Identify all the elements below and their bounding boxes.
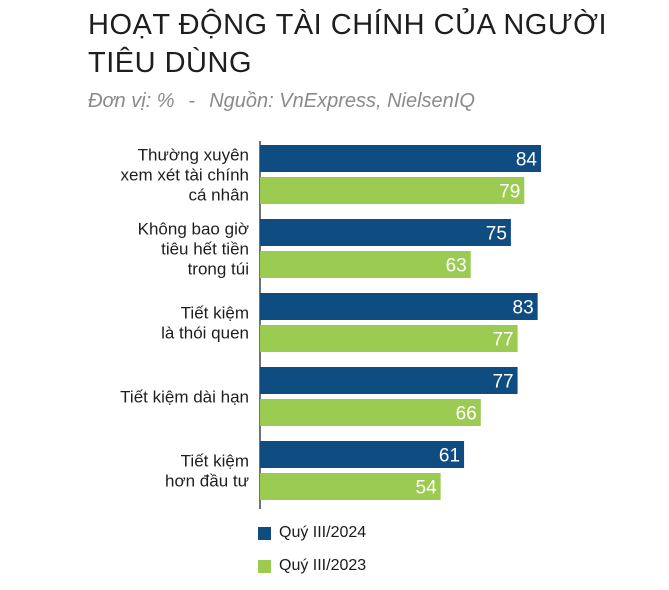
chart-title: HOẠT ĐỘNG TÀI CHÍNH CỦA NGƯỜI TIÊU DÙNG <box>88 9 608 79</box>
bar-never-spend-all-2023 <box>260 251 471 278</box>
category-label-never-spend-all: Không bao giờ <box>138 220 249 239</box>
category-label-review-finances: xem xét tài chính <box>120 166 249 185</box>
data-label-long-term-saving-2024: 77 <box>492 372 513 393</box>
data-label-long-term-saving-2023: 66 <box>456 404 477 425</box>
bar-review-finances-2023 <box>260 177 525 204</box>
bar-long-term-saving-2023 <box>260 399 481 426</box>
bar-saving-habit-2024 <box>260 293 538 320</box>
category-label-saving-over-investing: hơn đầu tư <box>165 472 249 491</box>
category-label-saving-habit: Tiết kiệm <box>181 304 249 323</box>
bar-saving-over-investing-2023 <box>260 473 441 500</box>
source-label: Nguồn: VnExpress, NielsenIQ <box>209 90 475 112</box>
unit-label: Đơn vị: % <box>88 90 175 112</box>
data-label-review-finances-2023: 79 <box>499 182 520 203</box>
data-label-never-spend-all-2023: 63 <box>446 256 467 277</box>
bar-never-spend-all-2024 <box>260 219 511 246</box>
data-label-review-finances-2024: 84 <box>516 150 538 171</box>
legend: Quý III/2024 Quý III/2023 <box>258 524 366 590</box>
legend-item-2023: Quý III/2023 <box>258 557 366 575</box>
legend-label-2024: Quý III/2024 <box>279 524 367 541</box>
bar-long-term-saving-2024 <box>260 367 518 394</box>
bar-review-finances-2024 <box>260 145 541 172</box>
legend-swatch-2024 <box>258 526 271 540</box>
category-label-saving-habit: là thói quen <box>161 324 249 343</box>
data-label-saving-habit-2024: 83 <box>513 298 534 319</box>
category-label-review-finances: Thường xuyên <box>138 146 249 165</box>
data-label-saving-over-investing-2024: 61 <box>439 446 460 467</box>
category-label-saving-over-investing: Tiết kiệm <box>181 452 249 471</box>
category-label-never-spend-all: trong túi <box>188 260 249 279</box>
bar-saving-habit-2023 <box>260 325 518 352</box>
legend-swatch-2023 <box>258 559 271 573</box>
data-label-saving-over-investing-2023: 54 <box>416 478 438 499</box>
data-label-saving-habit-2023: 77 <box>492 330 513 351</box>
category-label-review-finances: cá nhân <box>189 186 250 205</box>
category-label-long-term-saving: Tiết kiệm dài hạn <box>120 388 249 407</box>
data-label-never-spend-all-2024: 75 <box>486 224 507 245</box>
legend-label-2023: Quý III/2023 <box>279 557 367 574</box>
subtitle-separator: - <box>188 90 196 112</box>
category-label-never-spend-all: tiêu hết tiền <box>161 240 249 259</box>
chart-subtitle: Đơn vị: % - Nguồn: VnExpress, NielsenIQ <box>88 90 475 113</box>
legend-item-2024: Quý III/2024 <box>258 524 366 542</box>
bar-saving-over-investing-2024 <box>260 441 465 468</box>
